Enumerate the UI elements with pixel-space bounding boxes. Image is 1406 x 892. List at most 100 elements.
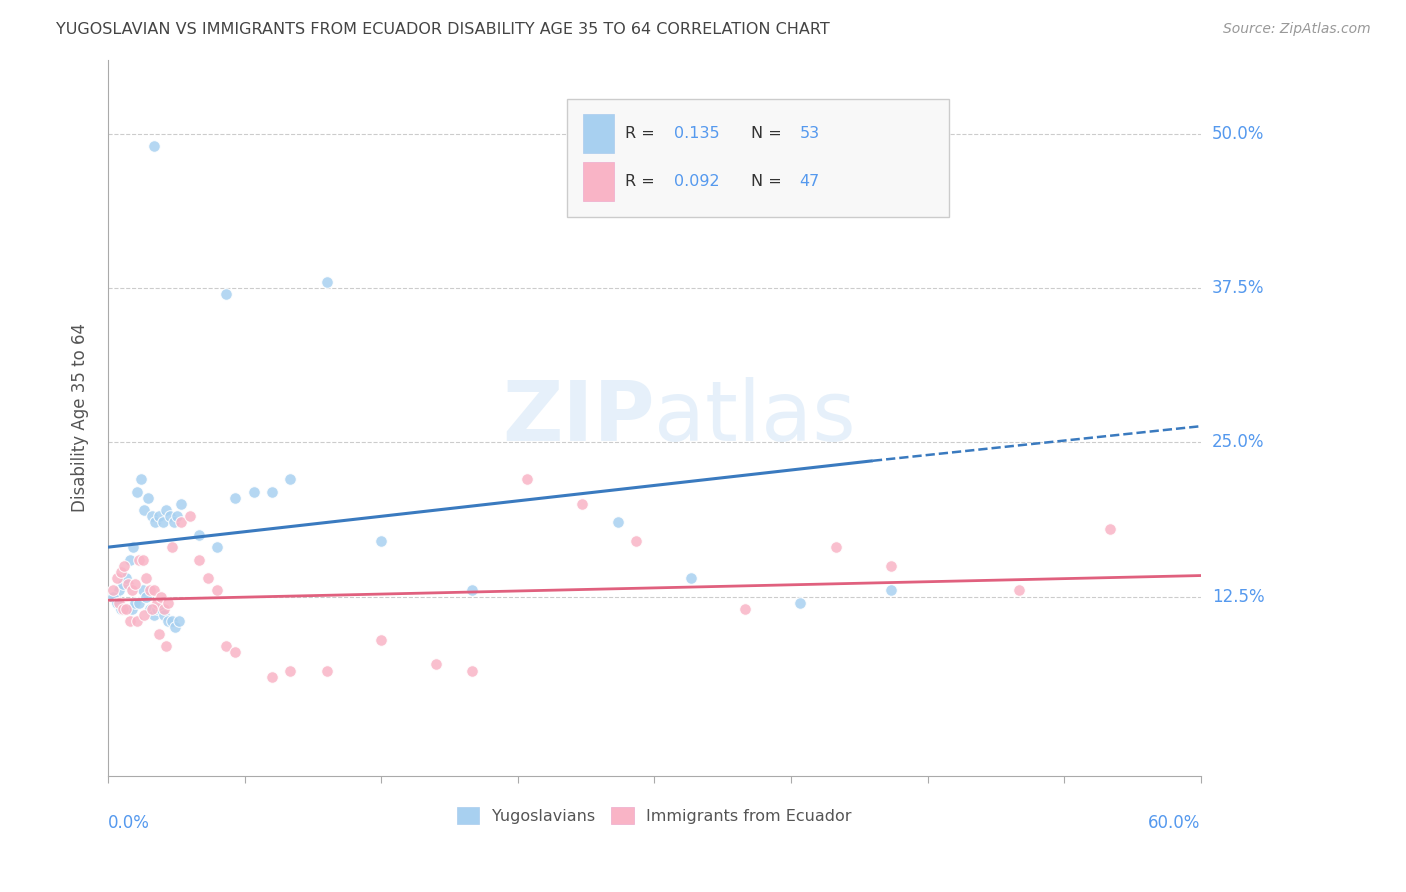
FancyBboxPatch shape xyxy=(583,161,614,201)
Point xyxy=(134,503,156,517)
Point xyxy=(207,583,229,598)
Point xyxy=(155,503,177,517)
Point xyxy=(162,516,184,530)
Point xyxy=(127,614,149,628)
Point xyxy=(224,491,246,505)
Text: N =: N = xyxy=(751,174,786,189)
Point xyxy=(117,602,139,616)
Text: 47: 47 xyxy=(800,174,820,189)
Point xyxy=(105,596,128,610)
Point xyxy=(679,571,702,585)
Point xyxy=(118,614,141,628)
Point xyxy=(153,608,176,623)
Point xyxy=(825,540,848,554)
Point xyxy=(260,670,283,684)
Point xyxy=(129,472,152,486)
Point xyxy=(112,558,135,573)
Point xyxy=(103,590,125,604)
Text: ZIP: ZIP xyxy=(502,377,654,458)
Point xyxy=(157,596,180,610)
Text: 37.5%: 37.5% xyxy=(1212,279,1264,297)
Text: 53: 53 xyxy=(800,126,820,141)
Point xyxy=(370,533,392,548)
Point xyxy=(425,657,447,672)
Point xyxy=(105,571,128,585)
Point xyxy=(146,596,169,610)
Point xyxy=(461,664,484,678)
Point xyxy=(104,590,127,604)
Point xyxy=(166,509,188,524)
Point xyxy=(148,509,170,524)
Text: N =: N = xyxy=(751,126,786,141)
Text: 0.092: 0.092 xyxy=(673,174,720,189)
Point xyxy=(789,596,811,610)
Point xyxy=(127,484,149,499)
Point xyxy=(146,602,169,616)
Point xyxy=(141,509,163,524)
Point xyxy=(142,139,165,153)
Text: 25.0%: 25.0% xyxy=(1212,434,1264,451)
Point xyxy=(128,552,150,566)
Point xyxy=(110,565,132,579)
Point xyxy=(135,590,157,604)
Point xyxy=(141,602,163,616)
Point xyxy=(111,577,134,591)
Point xyxy=(215,639,238,653)
Point xyxy=(128,596,150,610)
Point xyxy=(157,614,180,628)
Point xyxy=(224,645,246,659)
Point xyxy=(170,516,193,530)
Point xyxy=(207,540,229,554)
Point xyxy=(1098,522,1121,536)
Point xyxy=(278,664,301,678)
Point xyxy=(148,626,170,640)
Point xyxy=(188,528,211,542)
Legend: Yugoslavians, Immigrants from Ecuador: Yugoslavians, Immigrants from Ecuador xyxy=(449,799,860,832)
Point xyxy=(142,608,165,623)
Text: R =: R = xyxy=(624,126,659,141)
Text: R =: R = xyxy=(624,174,659,189)
Text: YUGOSLAVIAN VS IMMIGRANTS FROM ECUADOR DISABILITY AGE 35 TO 64 CORRELATION CHART: YUGOSLAVIAN VS IMMIGRANTS FROM ECUADOR D… xyxy=(56,22,830,37)
Point xyxy=(124,577,146,591)
Point xyxy=(108,583,131,598)
Point xyxy=(315,275,337,289)
Text: 50.0%: 50.0% xyxy=(1212,125,1264,143)
Text: Source: ZipAtlas.com: Source: ZipAtlas.com xyxy=(1223,22,1371,37)
Point xyxy=(118,552,141,566)
Y-axis label: Disability Age 35 to 64: Disability Age 35 to 64 xyxy=(72,323,89,512)
Point xyxy=(112,602,135,616)
Point xyxy=(734,602,756,616)
Point xyxy=(215,287,238,301)
Point xyxy=(131,583,153,598)
Point xyxy=(115,602,138,616)
Point xyxy=(110,602,132,616)
Point xyxy=(153,602,176,616)
Point xyxy=(139,583,162,598)
Point xyxy=(155,639,177,653)
Text: 60.0%: 60.0% xyxy=(1149,814,1201,832)
Text: atlas: atlas xyxy=(654,377,856,458)
Point xyxy=(242,484,264,499)
Point xyxy=(152,516,174,530)
Point xyxy=(260,484,283,499)
Text: 12.5%: 12.5% xyxy=(1212,588,1264,606)
Point xyxy=(461,583,484,598)
Point xyxy=(188,552,211,566)
Point xyxy=(160,540,183,554)
Point xyxy=(149,602,172,616)
Point xyxy=(1007,583,1029,598)
Point xyxy=(606,516,628,530)
FancyBboxPatch shape xyxy=(583,113,614,153)
Point xyxy=(121,583,143,598)
Point xyxy=(139,602,162,616)
Point xyxy=(136,491,159,505)
Point xyxy=(115,571,138,585)
Point xyxy=(160,614,183,628)
Point xyxy=(124,596,146,610)
Point xyxy=(149,590,172,604)
Text: 0.0%: 0.0% xyxy=(108,814,150,832)
Point xyxy=(117,577,139,591)
Point xyxy=(170,497,193,511)
Point xyxy=(624,533,647,548)
Point xyxy=(111,602,134,616)
